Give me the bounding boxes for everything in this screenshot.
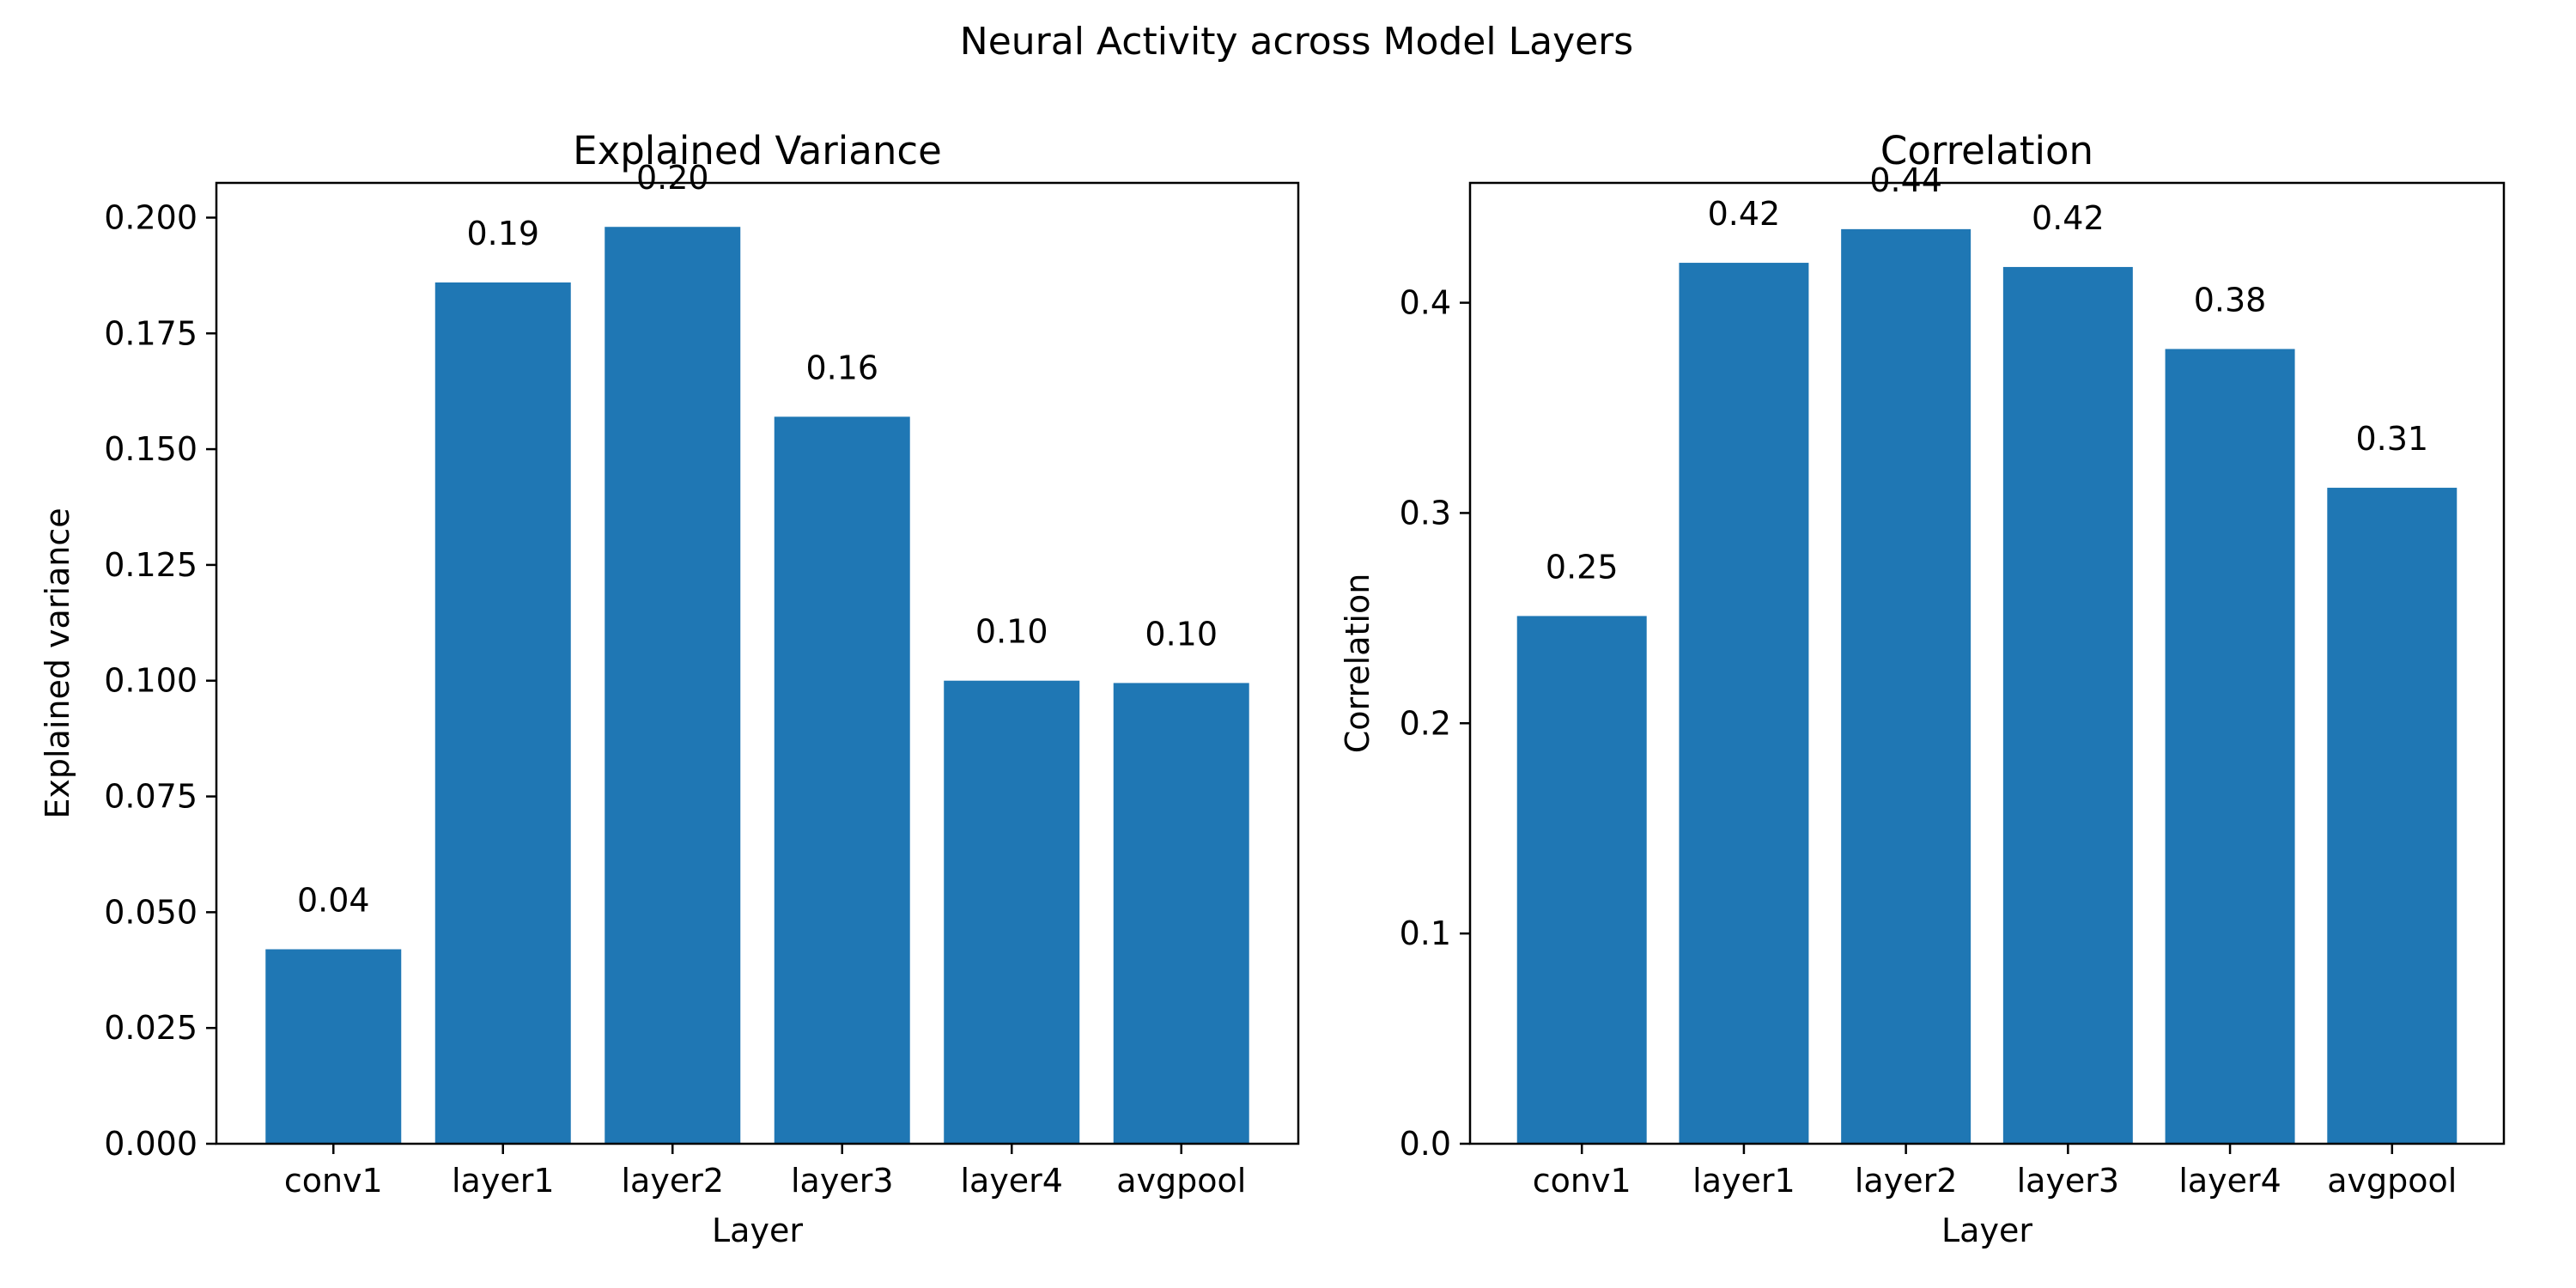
figure-suptitle: Neural Activity across Model Layers [960,20,1633,64]
x-tick-label-avgpool: avgpool [1116,1162,1246,1200]
x-axis-label: Layer [1941,1212,2032,1249]
y-tick-label: 0.150 [104,430,197,468]
x-tick-label-layer4: layer4 [960,1162,1063,1200]
bar-layer2 [1841,228,1971,1144]
y-tick-label: 0.125 [104,546,197,584]
y-tick-label: 0.200 [104,198,197,236]
y-tick-label: 0.025 [104,1009,197,1047]
y-tick-label: 0.2 [1400,704,1451,742]
data-label-avgpool: 0.31 [2355,420,2428,458]
chart-title: Correlation [1880,128,2093,173]
bar-layer3 [774,416,910,1145]
data-label-avgpool: 0.10 [1145,615,1218,653]
y-tick-label: 0.100 [104,662,197,700]
data-label-layer2: 0.44 [1869,161,1942,199]
data-label-conv1: 0.25 [1546,548,1619,586]
y-tick-label: 0.050 [104,893,197,931]
bar-conv1 [1516,616,1647,1144]
x-tick-label-layer2: layer2 [1855,1162,1958,1200]
chart-panel-correlation: 0.25 0.42 0.44 0.42 0.38 0.31 0.0 0.1 0.2 0.3 0.4 c… [1339,128,2506,1249]
y-tick-label: 0.000 [104,1125,197,1163]
bar-layer1 [434,282,571,1144]
x-tick-label-layer1: layer1 [1692,1162,1795,1200]
y-tick-label: 0.075 [104,778,197,816]
x-tick-label-avgpool: avgpool [2327,1162,2457,1200]
chart-title: Explained Variance [573,128,942,173]
y-tick-label: 0.1 [1400,914,1451,952]
x-tick-label-layer4: layer4 [2178,1162,2281,1200]
y-tick-label: 0.3 [1400,494,1451,532]
data-label-layer1: 0.19 [466,215,539,252]
data-label-layer2: 0.20 [636,159,709,197]
axes-frame [215,181,1300,1145]
y-axis-label: Correlation [1339,574,1376,754]
x-tick-label-conv1: conv1 [1533,1162,1631,1200]
y-axis-label: Explained variance [39,507,76,818]
x-axis-label: Layer [712,1212,803,1249]
x-tick-label-layer3: layer3 [2017,1162,2120,1200]
data-label-layer4: 0.10 [975,613,1048,651]
bar-layer2 [605,227,741,1145]
bar-layer4 [2165,349,2295,1144]
data-label-layer4: 0.38 [2194,281,2267,319]
data-label-layer1: 0.42 [1708,195,1781,233]
bar-layer1 [1679,263,1809,1144]
x-tick-label-layer1: layer1 [452,1162,555,1200]
bar-conv1 [265,949,402,1144]
bar-layer3 [2002,266,2133,1144]
bar-avgpool [1113,683,1249,1144]
y-tick-label: 0.0 [1400,1125,1451,1163]
x-tick-label-layer3: layer3 [791,1162,894,1200]
data-label-layer3: 0.16 [805,349,878,386]
x-tick-label-conv1: conv1 [284,1162,383,1200]
chart-panel-explained-variance: 0.04 0.19 0.20 0.16 0.10 0.10 0.000 0.025 0.050 0… [39,128,1300,1249]
bar-layer4 [944,680,1080,1144]
y-tick-label: 0.4 [1400,284,1451,322]
data-label-layer3: 0.42 [2032,199,2105,237]
data-label-conv1: 0.04 [297,882,370,920]
x-tick-label-layer2: layer2 [621,1162,724,1200]
axes-frame [1468,181,2506,1145]
y-tick-label: 0.175 [104,314,197,352]
bar-avgpool [2327,488,2458,1144]
